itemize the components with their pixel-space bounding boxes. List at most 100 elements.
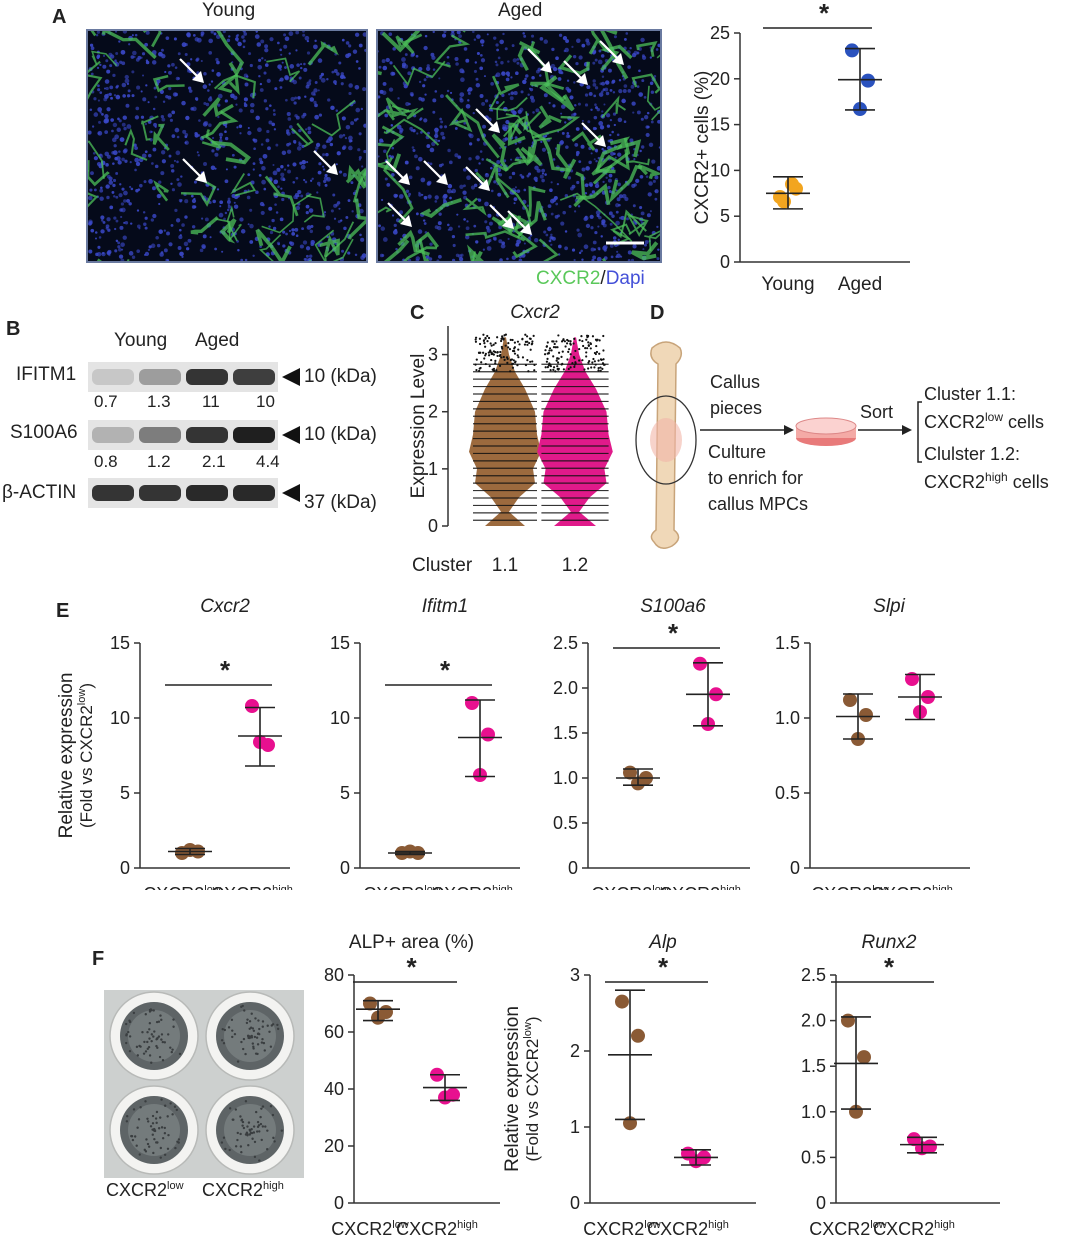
violin-dot — [590, 366, 593, 369]
dapi-nucleus — [298, 76, 302, 80]
violin-dot — [584, 347, 587, 350]
violin-dot — [528, 341, 531, 345]
stain-speckle — [228, 1107, 232, 1110]
y-tick-label: 0 — [334, 1193, 344, 1213]
dapi-nucleus — [101, 219, 104, 222]
dapi-nucleus — [123, 190, 128, 196]
blot-band — [92, 485, 134, 501]
data-point — [693, 656, 707, 671]
violin-dot — [574, 349, 577, 353]
violin-dot — [484, 337, 487, 340]
dapi-nucleus — [384, 113, 389, 118]
dapi-nucleus — [160, 114, 165, 119]
dish-top — [795, 417, 857, 435]
dapi-nucleus — [256, 42, 262, 47]
stain-speckle — [253, 1035, 257, 1039]
violin-dot — [552, 346, 556, 349]
blot-band — [139, 427, 181, 443]
dapi-nucleus — [363, 123, 366, 128]
chart-e-ifitm1: 051015Ifitm1CXCR2lowCXCR2high* — [330, 596, 520, 890]
dapi-nucleus — [210, 80, 214, 83]
stain-speckle — [276, 1027, 280, 1031]
dapi-nucleus — [516, 189, 521, 193]
dapi-nucleus — [656, 257, 660, 261]
dapi-nucleus — [207, 89, 210, 92]
dapi-nucleus — [344, 137, 348, 140]
dapi-nucleus — [432, 31, 435, 34]
dapi-nucleus — [538, 74, 542, 77]
stain-speckle — [261, 1125, 265, 1128]
dapi-nucleus — [616, 133, 620, 137]
dapi-nucleus — [420, 177, 426, 183]
cxcr2-signal — [378, 206, 393, 214]
dapi-nucleus — [235, 34, 239, 38]
violin-dot — [521, 337, 524, 340]
violin-dot — [597, 369, 600, 372]
dapi-nucleus — [448, 226, 453, 231]
cxcr2-signal — [216, 31, 245, 77]
dapi-nucleus — [618, 203, 621, 207]
dapi-nucleus — [252, 254, 255, 257]
significance-star: * — [819, 0, 830, 28]
violin-dot — [597, 367, 600, 370]
dapi-nucleus — [591, 258, 595, 261]
stain-speckle — [171, 1048, 174, 1051]
dapi-nucleus — [627, 250, 632, 255]
stain-speckle — [160, 1126, 164, 1129]
dapi-nucleus — [125, 103, 130, 108]
dapi-nucleus — [651, 159, 656, 164]
dapi-nucleus — [348, 91, 352, 96]
significance-star: * — [440, 655, 451, 685]
x-label-sup: high — [720, 884, 741, 890]
x-label-sup: low — [872, 884, 889, 890]
dapi-nucleus — [299, 161, 303, 165]
stain-speckle — [125, 1120, 129, 1123]
flow-arrowhead — [902, 425, 912, 435]
dapi-nucleus — [630, 84, 635, 89]
violin-dot — [554, 370, 557, 373]
cxcr2-signal — [538, 105, 562, 129]
stain-speckle — [146, 1120, 150, 1123]
dapi-nucleus — [257, 64, 263, 70]
violin-dot — [484, 362, 487, 366]
dapi-nucleus — [93, 188, 97, 192]
violin-dot — [553, 342, 556, 346]
dapi-nucleus — [560, 71, 564, 75]
violin-dot — [591, 361, 594, 364]
dapi-nucleus — [277, 185, 280, 188]
dapi-nucleus — [474, 61, 478, 64]
dapi-nucleus — [422, 84, 426, 88]
stain-speckle — [169, 1102, 172, 1105]
dapi-nucleus — [261, 179, 266, 185]
arrow-marker — [563, 60, 583, 80]
dapi-nucleus — [562, 210, 566, 215]
violin-dot — [474, 338, 477, 341]
violin-dot — [564, 345, 567, 348]
dapi-nucleus — [136, 249, 141, 253]
dapi-nucleus — [259, 88, 264, 92]
violin-dot — [552, 366, 556, 369]
dapi-nucleus — [304, 95, 307, 98]
dapi-nucleus — [348, 44, 352, 48]
dapi-nucleus — [513, 91, 518, 96]
violin-dot — [560, 363, 563, 366]
blot-size-actin: 37 (kDa) — [304, 492, 377, 513]
stain-speckle — [224, 1147, 227, 1151]
dapi-nucleus — [584, 192, 588, 195]
dapi-nucleus — [160, 48, 164, 52]
dapi-nucleus — [571, 248, 576, 252]
dapi-nucleus — [532, 111, 535, 114]
stain-speckle — [159, 1146, 163, 1150]
dapi-nucleus — [612, 91, 616, 94]
y-tick-label: 15 — [110, 633, 130, 653]
dapi-nucleus — [237, 249, 240, 252]
dapi-nucleus — [632, 111, 635, 114]
cxcr2-signal — [489, 91, 528, 112]
dapi-nucleus — [259, 82, 263, 86]
dapi-nucleus — [159, 89, 164, 94]
violin-dot — [562, 338, 565, 341]
dapi-nucleus — [467, 87, 473, 92]
dapi-nucleus — [142, 211, 146, 214]
panel-label-c: C — [410, 302, 425, 324]
